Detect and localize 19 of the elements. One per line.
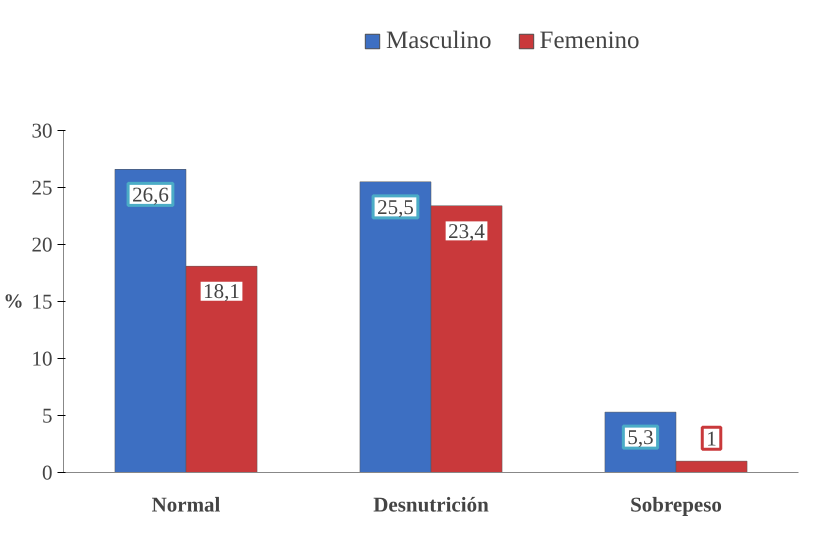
y-tick-label: 5 (42, 404, 52, 428)
y-tick-label: 10 (32, 346, 52, 370)
y-axis-title: % (4, 290, 24, 312)
y-tick-label: 15 (32, 290, 52, 314)
data-label: 18,1 (203, 279, 240, 304)
data-label: 25,5 (377, 194, 414, 219)
y-tick-label: 0 (42, 460, 52, 484)
data-label: 26,6 (132, 182, 169, 206)
data-label: 1 (706, 426, 717, 450)
legend-label: Masculino (386, 27, 492, 55)
data-label: 5,3 (627, 425, 654, 450)
data-label: 23,4 (448, 218, 486, 243)
x-tick-label: Normal (152, 492, 221, 516)
y-tick-label: 25 (32, 176, 52, 200)
x-tick-label: Desnutrición (373, 492, 490, 516)
x-tick-label: Sobrepeso (630, 492, 722, 516)
y-tick-label: 20 (32, 232, 52, 256)
legend-label: Femenino (540, 27, 640, 55)
y-tick-label: 30 (32, 118, 52, 142)
